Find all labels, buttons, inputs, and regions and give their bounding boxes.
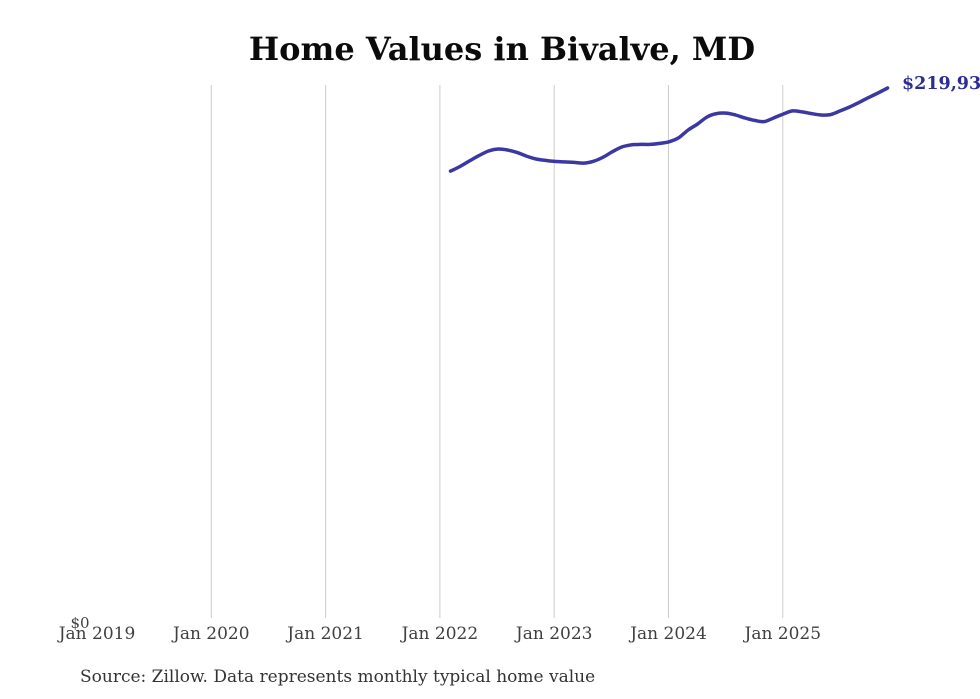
x-tick-label: Jan 2019 <box>57 624 136 644</box>
x-tick-label: Jan 2022 <box>400 624 479 644</box>
y-axis-zero-label: $0 <box>70 614 89 632</box>
chart-title: Home Values in Bivalve, MD <box>249 30 755 68</box>
x-tick-label: Jan 2020 <box>171 624 250 644</box>
latest-value-label: $219,938 <box>902 74 980 94</box>
x-tick-label: Jan 2021 <box>285 624 364 644</box>
source-note: Source: Zillow. Data represents monthly … <box>80 667 595 687</box>
x-tick-label: Jan 2023 <box>514 624 593 644</box>
x-tick-label: Jan 2025 <box>743 624 822 644</box>
value-line <box>448 86 890 173</box>
x-axis-labels: Jan 2019 Jan 2020 Jan 2021 Jan 2022 Jan 2023… <box>57 624 821 644</box>
gridlines <box>210 85 784 618</box>
x-tick-label: Jan 2024 <box>628 624 707 644</box>
